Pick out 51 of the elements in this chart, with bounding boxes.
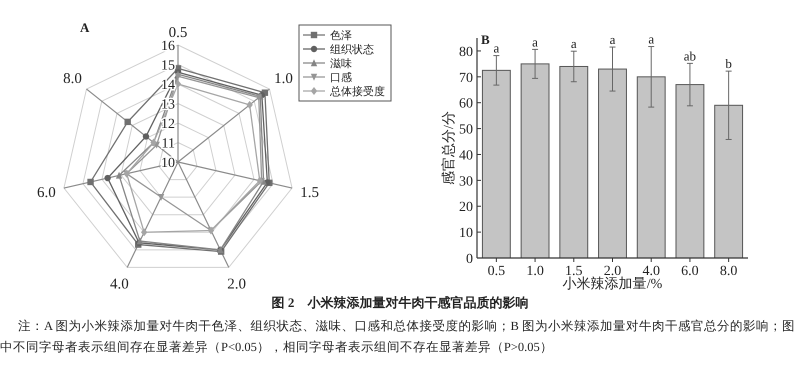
y-tick-label: 10 [161, 156, 175, 171]
x-tick-label: 1.0 [526, 264, 544, 279]
text: 图 2 小米辣添加量对牛肉干感官品质的影响 [270, 294, 530, 312]
y-tick-label: 40 [459, 148, 473, 164]
y-tick-label: 60 [459, 96, 473, 112]
x-tick-label: 0.5 [488, 264, 506, 279]
spoke-label: 6.0 [37, 185, 56, 202]
y-tick-label: 20 [459, 200, 473, 216]
y-tick-label: 16 [161, 39, 175, 54]
spoke-label: 2.0 [227, 276, 246, 293]
bar [636, 76, 666, 258]
y-tick-label: 80 [459, 44, 473, 60]
legend-label: 滋味 [330, 57, 352, 70]
spoke-label: 4.0 [110, 276, 129, 293]
bar [482, 70, 511, 258]
chart-title: B [481, 32, 490, 47]
legend-label: 色泽 [330, 30, 352, 42]
y-tick-label: 0 [466, 252, 473, 267]
annotation: a [570, 36, 577, 52]
annotation: a [610, 32, 616, 48]
annotation: b [725, 56, 732, 72]
chart-title: A [80, 20, 90, 35]
y-tick-label: 70 [459, 70, 473, 86]
bar [675, 84, 704, 258]
y-tick-label: 30 [459, 174, 473, 190]
y-tick-label: 15 [161, 58, 175, 74]
y-axis-title: 感官总分/分 [441, 111, 457, 185]
bar [520, 63, 550, 258]
annotation: ab [684, 48, 696, 64]
legend-label: 口感 [330, 71, 352, 84]
spoke-label: 1.5 [300, 185, 319, 202]
spoke-label: 8.0 [63, 70, 82, 87]
bar [714, 104, 744, 258]
spoke-label: 1.0 [274, 70, 293, 87]
annotation: a [648, 32, 654, 47]
bar [559, 66, 588, 258]
y-tick-label: 12 [161, 117, 175, 132]
text: 注：A 图为小米辣添加量对牛肉干色泽、组织状态、滋味、口感和总体接受度的影响；B 图为小米辣添加量对牛肉干感官总分的影响；图中不同字母者表示组间存在显著差异（P<0.05），相同字母者表示组间不存在显著差异（P>0.05） [0, 318, 796, 356]
y-tick-label: 50 [459, 122, 473, 138]
spoke-label: 0.5 [168, 25, 188, 41]
x-tick-label: 8.0 [720, 264, 738, 279]
y-tick-label: 11 [162, 136, 175, 152]
annotation: a [493, 40, 500, 56]
legend-label: 总体接受度 [329, 85, 385, 98]
legend-label: 组织状态 [330, 43, 374, 56]
y-tick-label: 10 [459, 226, 473, 242]
x-axis-title: 小米辣添加量/% [562, 276, 663, 292]
bar [598, 68, 627, 258]
x-tick-label: 4.0 [642, 264, 660, 279]
x-tick-label: 6.0 [681, 264, 699, 279]
annotation: a [532, 34, 538, 50]
